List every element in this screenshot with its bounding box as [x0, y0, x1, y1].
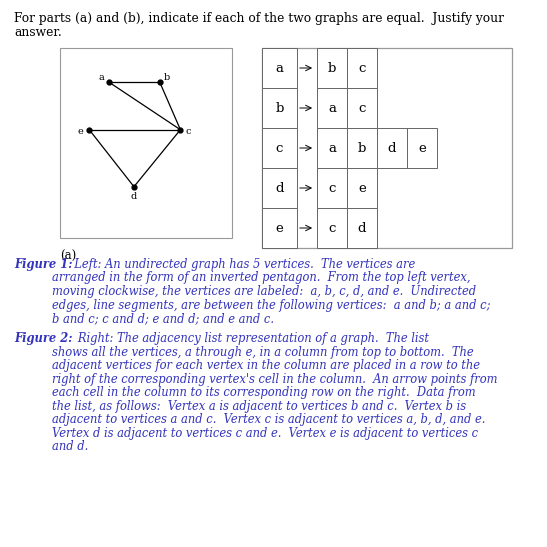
Text: c: c	[328, 222, 336, 235]
Text: moving clockwise, the vertices are labeled:  a, b, c, d, and e.  Undirected: moving clockwise, the vertices are label…	[52, 285, 476, 298]
Bar	[347, 88, 377, 128]
Text: a: a	[328, 142, 336, 154]
Text: c: c	[276, 142, 283, 154]
Bar	[262, 128, 297, 168]
Text: a: a	[98, 73, 104, 82]
Text: e: e	[77, 127, 83, 136]
Text: b: b	[358, 142, 366, 154]
Text: d: d	[358, 222, 366, 235]
Bar	[317, 168, 347, 208]
Text: c: c	[358, 102, 366, 114]
Text: d: d	[131, 192, 137, 201]
Text: d: d	[275, 182, 284, 195]
Text: b: b	[328, 61, 336, 74]
Bar	[262, 48, 512, 248]
Bar	[262, 88, 297, 128]
Text: Figure 2:: Figure 2:	[14, 332, 73, 345]
Bar	[60, 48, 232, 238]
Text: right of the corresponding vertex's cell in the column.  An arrow points from: right of the corresponding vertex's cell…	[52, 373, 498, 386]
Text: c: c	[328, 182, 336, 195]
Text: and d.: and d.	[52, 440, 88, 453]
Bar	[407, 128, 437, 168]
Text: the list, as follows:  Vertex a is adjacent to vertices b and c.  Vertex b is: the list, as follows: Vertex a is adjace…	[52, 400, 466, 413]
Bar	[347, 208, 377, 248]
Bar	[347, 128, 377, 168]
Bar	[347, 168, 377, 208]
Bar	[317, 48, 347, 88]
Bar	[347, 48, 377, 88]
Text: a: a	[328, 102, 336, 114]
Text: arranged in the form of an inverted pentagon.  From the top left vertex,: arranged in the form of an inverted pent…	[52, 271, 470, 284]
Text: For parts (a) and (b), indicate if each of the two graphs are equal.  Justify yo: For parts (a) and (b), indicate if each …	[14, 12, 504, 25]
Text: Figure 1:: Figure 1:	[14, 258, 73, 271]
Bar	[377, 128, 407, 168]
Bar	[317, 88, 347, 128]
Bar	[262, 208, 297, 248]
Text: e: e	[418, 142, 426, 154]
Bar	[262, 168, 297, 208]
Text: b and c; c and d; e and d; and e and c.: b and c; c and d; e and d; and e and c.	[52, 312, 274, 325]
Text: Left: An undirected graph has 5 vertices.  The vertices are: Left: An undirected graph has 5 vertices…	[67, 258, 415, 271]
Text: adjacent to vertices a and c.  Vertex c is adjacent to vertices a, b, d, and e.: adjacent to vertices a and c. Vertex c i…	[52, 413, 485, 426]
Text: c: c	[185, 127, 191, 136]
Text: d: d	[388, 142, 396, 154]
Text: adjacent vertices for each vertex in the column are placed in a row to the: adjacent vertices for each vertex in the…	[52, 359, 480, 373]
Text: b: b	[275, 102, 284, 114]
Bar	[262, 48, 297, 88]
Text: e: e	[276, 222, 283, 235]
Text: b: b	[164, 73, 170, 82]
Text: each cell in the column to its corresponding row on the right.  Data from: each cell in the column to its correspon…	[52, 386, 476, 399]
Text: e: e	[358, 182, 366, 195]
Text: (a): (a)	[60, 250, 76, 263]
Bar	[317, 208, 347, 248]
Text: shows all the vertices, a through e, in a column from top to bottom.  The: shows all the vertices, a through e, in …	[52, 346, 474, 359]
Text: edges, line segments, are between the following vertices:  a and b; a and c;: edges, line segments, are between the fo…	[52, 299, 491, 311]
Text: c: c	[358, 61, 366, 74]
Text: a: a	[276, 61, 283, 74]
Text: Vertex d is adjacent to vertices c and e.  Vertex e is adjacent to vertices c: Vertex d is adjacent to vertices c and e…	[52, 427, 478, 440]
Text: answer.: answer.	[14, 26, 62, 39]
Bar	[317, 128, 347, 168]
Text: Right: The adjacency list representation of a graph.  The list: Right: The adjacency list representation…	[67, 332, 429, 345]
